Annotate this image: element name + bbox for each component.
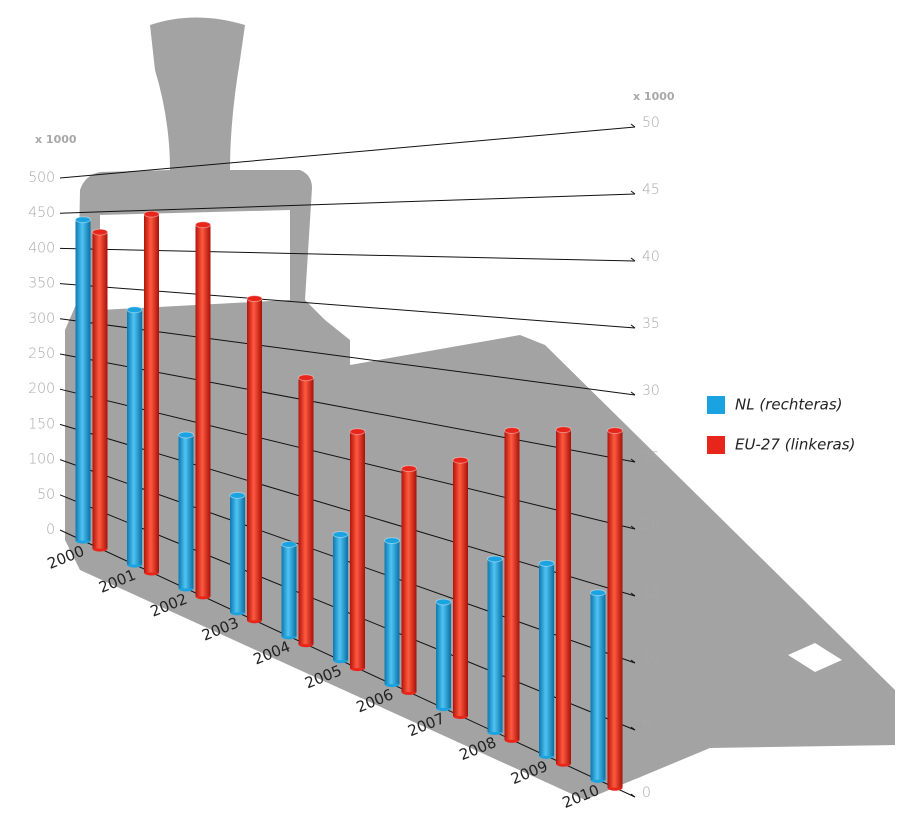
bar-cap [452, 456, 469, 464]
bar [144, 214, 159, 573]
y2-unit-label: x 1000 [633, 90, 675, 103]
y-tick-label: 350 [28, 276, 55, 292]
y2-tick-mark [630, 123, 636, 128]
bar [230, 495, 245, 613]
bar-cap [298, 374, 314, 382]
bar-cap [487, 555, 503, 563]
bar-cap [92, 228, 108, 236]
y2-tick-mark [630, 257, 636, 262]
bar-cap [401, 465, 417, 473]
y-tick-label: 150 [28, 416, 55, 432]
y2-tick-label: 5 [642, 718, 651, 734]
bar [127, 309, 142, 565]
bar [92, 232, 108, 549]
y2-tick-mark [630, 793, 636, 798]
bar-cap [246, 295, 263, 303]
bar [453, 460, 468, 716]
bar [504, 430, 520, 740]
bar [178, 435, 194, 589]
legend-label: EU-27 (linkeras) [735, 436, 855, 454]
y2-tick-mark [630, 324, 636, 329]
y-unit-label: x 1000 [35, 133, 77, 146]
bar [436, 602, 451, 709]
y2-tick-mark [630, 190, 636, 195]
bar [75, 219, 91, 541]
bar [487, 558, 503, 732]
stamp-shadow [65, 17, 895, 800]
y2-tick-label: 15 [642, 584, 660, 600]
bar-cap [75, 216, 91, 224]
bar [556, 429, 571, 764]
bar-cap [332, 530, 349, 538]
y2-tick-label: 10 [642, 651, 660, 667]
bar [195, 224, 211, 597]
y-tick-label: 50 [37, 487, 55, 503]
y2-tick-mark [630, 391, 636, 396]
bar [590, 592, 606, 780]
y-tick-label: 300 [28, 311, 55, 327]
y2-tick-label: 30 [642, 383, 660, 399]
y2-tick-label: 35 [642, 316, 660, 332]
legend-swatch [707, 396, 725, 414]
legend-label: NL (rechteras) [735, 396, 842, 414]
bar [350, 431, 365, 669]
bar-cap [178, 431, 194, 439]
bar [607, 430, 623, 788]
bar-cap [143, 210, 160, 218]
y2-tick-label: 20 [642, 517, 660, 533]
y2-tick-mark [630, 592, 636, 597]
y-tick-label: 400 [28, 240, 55, 256]
y2-tick-mark [630, 659, 636, 664]
stamp-hole [788, 643, 842, 672]
bar-cap [126, 306, 143, 314]
bar-cap [349, 428, 366, 436]
bar [384, 540, 400, 685]
grid-line [59, 126, 636, 179]
bar-cap [607, 427, 623, 435]
y-tick-label: 100 [28, 452, 55, 468]
bar [333, 534, 348, 661]
bar-cap [281, 540, 297, 548]
y2-tick-label: 0 [642, 785, 651, 801]
y-tick-label: 200 [28, 381, 55, 397]
bar-cap [195, 221, 211, 229]
bar-cap [590, 589, 606, 597]
y2-tick-label: 40 [642, 249, 660, 265]
y-tick-label: 450 [28, 205, 55, 221]
y2-tick-mark [630, 458, 636, 463]
bar-cap [504, 426, 520, 434]
bar [401, 468, 417, 693]
y2-tick-mark [630, 726, 636, 731]
y-tick-label: 250 [28, 346, 55, 362]
y2-tick-label: 45 [642, 182, 660, 198]
y-tick-label: 0 [46, 522, 55, 538]
bar [298, 377, 314, 645]
bar-cap [555, 426, 572, 434]
legend: NL (rechteras) EU-27 (linkeras) [707, 396, 855, 454]
y2-tick-label: 25 [642, 450, 660, 466]
bar [539, 563, 554, 756]
legend-swatch [707, 436, 725, 454]
bar [247, 298, 262, 621]
y2-tick-mark [630, 525, 636, 530]
bar-cap [229, 491, 246, 499]
y2-tick-label: 50 [642, 115, 660, 131]
bar [281, 544, 297, 637]
bar-cap [538, 559, 555, 567]
bar-cap [435, 598, 452, 606]
bar-cap [384, 537, 400, 545]
y-tick-label: 500 [28, 170, 55, 186]
grid-line [59, 193, 636, 214]
